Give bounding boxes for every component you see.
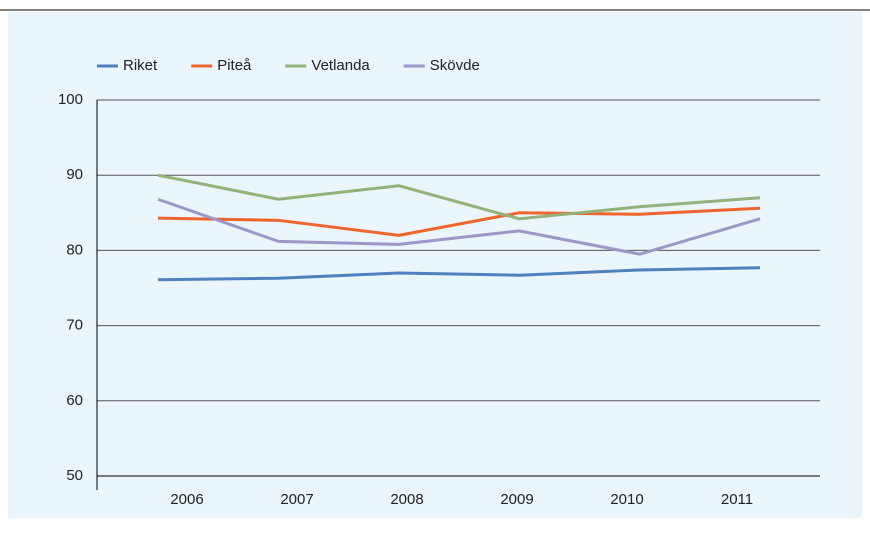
y-tick-label: 60 [66,392,83,409]
x-tick-label: 2011 [721,491,753,508]
x-tick-label: 2010 [610,491,643,508]
panel [8,12,862,518]
series-line [157,266,761,282]
x-tick-label: 2007 [280,491,313,508]
x-tick-label: 2006 [170,491,203,508]
series-line [157,197,761,256]
y-tick-label: 100 [58,91,83,108]
series-line [157,206,761,237]
legend-label: Vetlanda [311,57,370,74]
legend-label: Skövde [430,57,480,74]
legend-label: Riket [123,57,158,74]
y-tick-label: 80 [66,241,83,258]
series-line [157,173,761,221]
y-tick-label: 70 [66,317,83,334]
legend-label: Piteå [217,57,252,74]
y-tick-label: 90 [66,166,83,183]
x-tick-label: 2009 [500,491,533,508]
x-tick-label: 2008 [390,491,423,508]
y-tick-label: 50 [66,467,83,484]
